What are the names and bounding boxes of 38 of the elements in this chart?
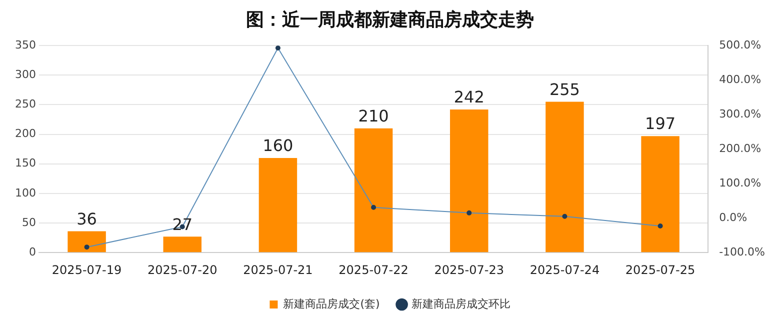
data-label: 160 bbox=[262, 136, 294, 156]
y-tick-label: 300 bbox=[14, 68, 36, 82]
bar bbox=[641, 136, 680, 252]
bar bbox=[68, 231, 106, 252]
x-tick-label: 2025-07-21 bbox=[243, 262, 313, 277]
y-tick-label: 200 bbox=[14, 127, 36, 140]
legend-label: 新建商品房成交(套) bbox=[283, 297, 380, 310]
x-tick-label: 2025-07-20 bbox=[148, 262, 218, 277]
chart-title: 图：近一周成都新建商品房成交走势 bbox=[246, 9, 534, 30]
y2-tick-label: 300.0% bbox=[719, 107, 762, 120]
x-tick-label: 2025-07-23 bbox=[434, 262, 504, 277]
bar bbox=[546, 102, 584, 252]
y2-tick-label: 400.0% bbox=[719, 72, 762, 86]
y-tick-label: 250 bbox=[14, 98, 36, 111]
bar bbox=[450, 109, 488, 252]
x-tick-label: 2025-07-22 bbox=[338, 262, 408, 277]
y2-tick-label: 0.0% bbox=[719, 210, 748, 224]
y-tick-label: 100 bbox=[14, 186, 36, 200]
legend-label: 新建商品房成交环比 bbox=[411, 297, 510, 310]
y-tick-label: 150 bbox=[14, 156, 36, 170]
data-label: 242 bbox=[454, 88, 484, 107]
data-label: 210 bbox=[358, 106, 389, 126]
x-tick-label: 2025-07-24 bbox=[530, 262, 600, 277]
y-tick-label: 50 bbox=[22, 216, 36, 229]
data-label: 255 bbox=[549, 80, 580, 99]
x-tick-label: 2025-07-19 bbox=[52, 262, 122, 277]
y2-tick-label: 500.0% bbox=[719, 38, 762, 52]
bar bbox=[354, 128, 393, 252]
y-tick-label: 0 bbox=[28, 245, 36, 258]
y2-tick-label: 200.0% bbox=[719, 142, 762, 155]
data-label: 197 bbox=[645, 114, 676, 134]
bar bbox=[163, 236, 202, 252]
y2-tick-label: -100.0% bbox=[719, 245, 766, 258]
data-label: 36 bbox=[76, 209, 97, 228]
y-tick-label: 350 bbox=[14, 38, 36, 52]
x-tick-label: 2025-07-25 bbox=[625, 262, 696, 277]
y2-tick-label: 100.0% bbox=[719, 176, 762, 190]
bar bbox=[258, 158, 298, 252]
